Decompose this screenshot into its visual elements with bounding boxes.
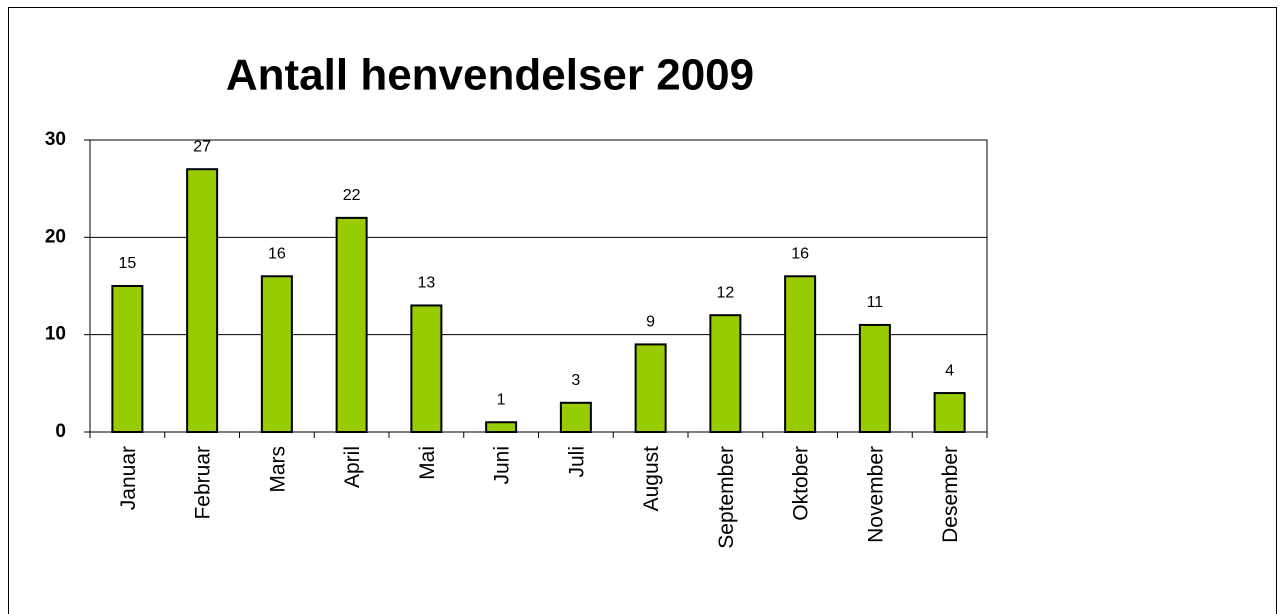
x-tick-label: Februar (192, 446, 215, 520)
bar (111, 285, 144, 433)
x-tick-label: Oktober (790, 446, 813, 521)
data-label: 11 (867, 294, 884, 311)
data-label: 3 (571, 372, 580, 389)
y-tick-label: 10 (45, 324, 66, 345)
data-label: 22 (343, 187, 361, 204)
y-tick-label: 0 (55, 421, 66, 442)
bar (634, 343, 667, 433)
bar (559, 401, 592, 433)
y-tick-label: 30 (45, 129, 66, 150)
x-tick-label: Desember (939, 446, 962, 543)
y-tick-label: 20 (45, 226, 66, 247)
x-tick-label: Mars (266, 446, 289, 493)
data-label: 16 (268, 245, 286, 262)
bar (933, 392, 966, 434)
x-tick-label: September (715, 446, 738, 549)
bar (335, 216, 368, 433)
bar (784, 275, 817, 433)
data-label: 15 (118, 255, 136, 272)
x-tick-label: November (864, 446, 887, 543)
chart-border (8, 7, 1277, 614)
bar (485, 421, 518, 433)
data-label: 16 (791, 245, 809, 262)
data-label: 9 (646, 314, 655, 331)
data-label: 4 (945, 362, 954, 379)
data-label: 27 (193, 138, 211, 155)
x-tick-label: Juli (565, 446, 588, 478)
data-label: 12 (716, 284, 734, 301)
data-label: 1 (497, 391, 506, 408)
bar (260, 275, 293, 433)
x-tick-label: Juni (491, 446, 514, 485)
x-tick-label: Januar (117, 446, 140, 510)
x-tick-label: Mai (416, 446, 439, 480)
bar (858, 323, 891, 433)
chart-title: Antall henvendelser 2009 (226, 51, 754, 100)
bar (709, 314, 742, 434)
bar (410, 304, 443, 434)
bar (186, 168, 219, 433)
x-tick-label: August (640, 446, 663, 512)
x-tick-label: April (341, 446, 364, 488)
data-label: 13 (417, 275, 435, 292)
